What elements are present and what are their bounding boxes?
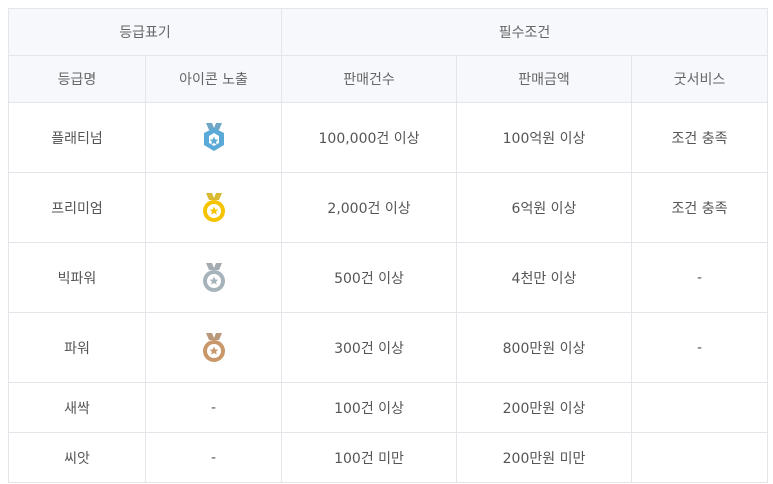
good-service: 조건 충족	[630, 172, 769, 243]
sales-count: 300건 이상	[281, 312, 457, 383]
sales-amount: 800만원 이상	[456, 312, 632, 383]
platinum-hexagon-badge-icon	[203, 122, 224, 151]
good-service: 조건 충족	[630, 102, 769, 173]
sales-amount: 4천만 이상	[456, 242, 632, 313]
grade-name: 파워	[8, 312, 146, 383]
good-service: -	[630, 242, 769, 313]
good-service	[630, 432, 769, 483]
table-row: 씨앗 -100건 미만 200만원 미만	[8, 432, 769, 483]
table-row: 플래티넘 100,000건 이상 100억원 이상 조건 충족	[8, 102, 769, 173]
sales-count: 100건 미만	[281, 432, 457, 483]
grade-name: 새싹	[8, 382, 146, 433]
col-grade-name: 등급명	[8, 55, 146, 103]
good-service: -	[630, 312, 769, 383]
sales-count: 2,000건 이상	[281, 172, 457, 243]
sales-count: 100,000건 이상	[281, 102, 457, 173]
header-grade-display: 등급표기	[8, 8, 282, 56]
col-sales-count: 판매건수	[281, 55, 457, 103]
icon-cell	[145, 102, 282, 173]
gold-medal-icon	[202, 192, 225, 222]
sales-amount: 100억원 이상	[456, 102, 632, 173]
icon-cell	[145, 242, 282, 313]
grade-name: 씨앗	[8, 432, 146, 483]
grade-name: 플래티넘	[8, 102, 146, 173]
table-row: 프리미엄 2,000건 이상 6억원 이상 조건 충족	[8, 172, 769, 243]
icon-cell: -	[145, 382, 282, 433]
icon-cell: -	[145, 432, 282, 483]
table-row: 새싹 -100건 이상 200만원 이상	[8, 382, 769, 433]
grade-table: 등급표기 필수조건 등급명 아이콘 노출 판매건수 판매금액 굿서비스 플래티넘 …	[8, 8, 769, 483]
grade-name: 프리미엄	[8, 172, 146, 243]
col-good-service: 굿서비스	[630, 55, 769, 103]
good-service	[630, 382, 769, 433]
sales-amount: 200만원 미만	[456, 432, 632, 483]
sales-count: 500건 이상	[281, 242, 457, 313]
silver-medal-icon	[202, 262, 225, 292]
grade-name: 빅파워	[8, 242, 146, 313]
table-row: 빅파워 500건 이상 4천만 이상 -	[8, 242, 769, 313]
header-requirements: 필수조건	[280, 8, 769, 56]
sales-count: 100건 이상	[281, 382, 457, 433]
sales-amount: 200만원 이상	[456, 382, 632, 433]
icon-cell	[145, 172, 282, 243]
sales-amount: 6억원 이상	[456, 172, 632, 243]
icon-cell	[145, 312, 282, 383]
table-row: 파워 300건 이상 800만원 이상 -	[8, 312, 769, 383]
bronze-medal-icon	[202, 332, 225, 362]
col-icon: 아이콘 노출	[145, 55, 282, 103]
col-sales-amount: 판매금액	[456, 55, 632, 103]
